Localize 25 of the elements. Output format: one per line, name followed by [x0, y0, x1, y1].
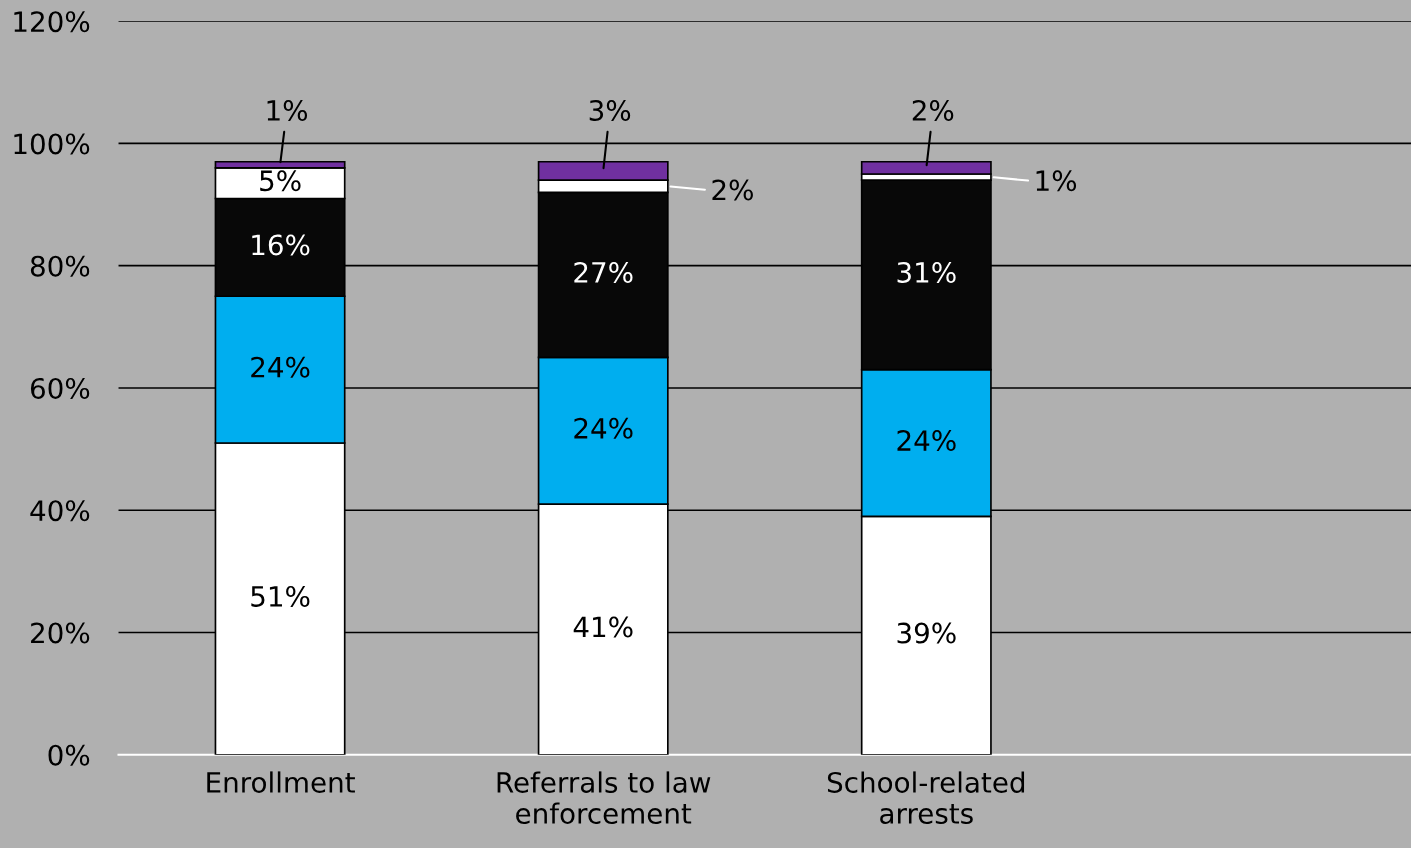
x-tick-label: Referrals to law enforcement	[497, 771, 711, 824]
data-label: 24%	[897, 430, 956, 452]
y-tick-label: 80%	[30, 255, 90, 277]
data-label: 1%	[1036, 170, 1077, 192]
y-tick-label: 0%	[48, 744, 90, 766]
data-label: 41%	[573, 616, 633, 638]
data-label: 2%	[912, 99, 954, 121]
data-label: 5%	[260, 170, 301, 192]
x-tick-label: Enrollment	[207, 771, 355, 793]
data-label: 2%	[712, 179, 753, 201]
data-label: 39%	[897, 622, 956, 644]
y-tick-label: 40%	[30, 500, 90, 522]
data-label: 16%	[252, 234, 310, 256]
data-label: 51%	[251, 585, 310, 607]
y-tick-label: 20%	[31, 622, 90, 644]
data-label: 31%	[897, 261, 956, 283]
data-label: 24%	[251, 356, 310, 378]
y-tick-label: 120%	[14, 11, 90, 33]
data-label: 27%	[574, 261, 633, 283]
data-label: 24%	[574, 417, 633, 439]
data-label: 1%	[267, 99, 308, 121]
data-label: 3%	[589, 99, 631, 121]
y-tick-label: 100%	[14, 133, 90, 155]
y-tick-label: 60%	[30, 377, 90, 399]
x-tick-label: School-related arrests	[827, 771, 1025, 824]
